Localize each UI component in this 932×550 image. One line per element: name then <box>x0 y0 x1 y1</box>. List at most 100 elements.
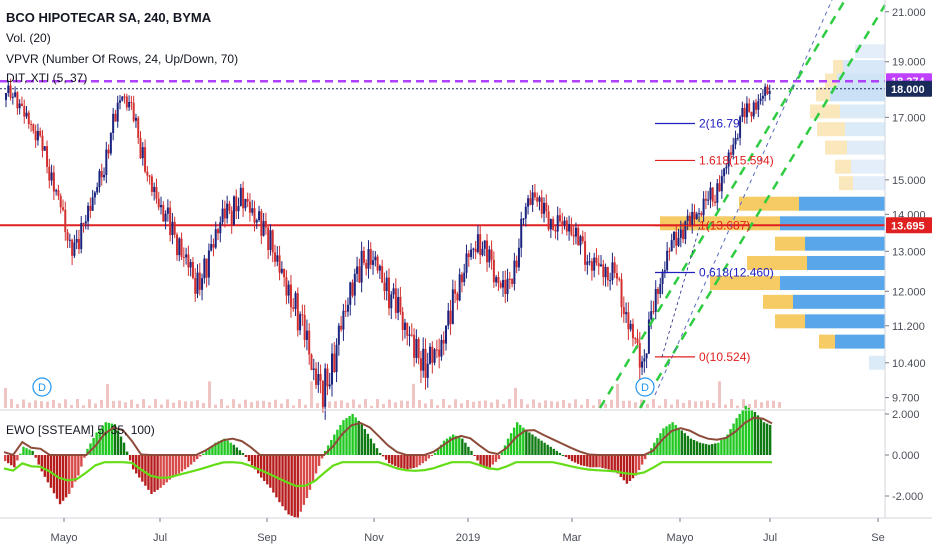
ewo-histogram-bar <box>189 455 193 465</box>
candle-body <box>27 112 30 125</box>
ewo-histogram-bar <box>232 444 235 455</box>
profile-up-bar <box>851 159 885 174</box>
candle-body <box>344 310 347 312</box>
volume-bar <box>364 399 367 408</box>
ewo-histogram-bar <box>4 455 7 462</box>
candle-body <box>435 349 438 351</box>
volume-bar <box>316 403 319 408</box>
volume-bar <box>376 399 379 408</box>
ewo-histogram-bar <box>765 423 769 455</box>
ewo-histogram-bar <box>415 455 418 468</box>
candle-body <box>9 85 12 98</box>
volume-bar <box>148 405 151 408</box>
ewo-histogram-bar <box>421 455 424 464</box>
price-axis-tick-label: 19.000 <box>892 57 926 69</box>
candle-body <box>517 247 520 268</box>
volume-bar <box>184 401 187 408</box>
candle-body <box>625 312 628 315</box>
ewo-histogram-bar <box>720 439 723 455</box>
candle-body <box>246 198 249 202</box>
ewo-histogram-bar <box>561 455 565 456</box>
volume-bar <box>124 402 127 408</box>
candle-body <box>467 253 470 258</box>
candle-body <box>558 215 561 222</box>
candle-body <box>287 284 290 296</box>
ewo-histogram-bar <box>89 443 92 455</box>
candle-body <box>654 289 657 312</box>
candle-body <box>531 192 534 205</box>
volume-bar <box>748 403 751 408</box>
ewo-histogram-bar <box>531 434 534 455</box>
price-axis-tick-label: 13.000 <box>892 246 926 258</box>
ewo-histogram-bar <box>43 455 47 477</box>
profile-down-bar <box>825 140 847 155</box>
candle-body <box>285 277 288 296</box>
time-axis-tick-label: Mayo <box>51 532 78 544</box>
ewo-histogram-bar <box>256 455 260 474</box>
candle-body <box>274 252 277 262</box>
volume-bar <box>574 399 577 408</box>
volume-bar <box>400 400 403 408</box>
candle-body <box>479 234 482 256</box>
price-axis-tick-label: 21.000 <box>892 7 926 19</box>
volume-bar <box>544 400 547 408</box>
candle-body <box>556 215 559 232</box>
ewo-histogram-bar <box>686 435 690 455</box>
volume-bar <box>82 405 85 408</box>
ewo-histogram-bar <box>704 444 708 455</box>
ewo-histogram-bar <box>482 455 485 466</box>
candle-body <box>691 211 694 225</box>
volume-bar <box>352 399 355 408</box>
profile-down-bar <box>763 294 793 309</box>
volume-bar <box>652 399 655 408</box>
candle-body <box>14 92 17 97</box>
ewo-histogram-bar <box>668 424 671 455</box>
ewo-histogram-bar <box>680 430 683 455</box>
ewo-panel <box>3 405 773 519</box>
candle-body <box>337 325 340 345</box>
price-tag-box <box>886 80 932 97</box>
price-tag-label: 13.695 <box>891 220 925 232</box>
ewo-histogram-bar <box>744 405 747 455</box>
volume-bar <box>358 404 361 408</box>
ewo-histogram-bar <box>391 455 394 465</box>
candle-body <box>212 244 215 248</box>
ewo-histogram-bar <box>336 429 339 455</box>
candle-body <box>663 270 666 272</box>
volume-bar <box>724 404 727 408</box>
ewo-histogram-bar <box>607 455 610 470</box>
ewo-histogram-bar <box>549 446 552 455</box>
ewo-histogram-bar <box>135 455 138 474</box>
candle-body <box>230 210 233 225</box>
time-axis-tick-label: Jul <box>763 532 777 544</box>
profile-up-bar <box>840 104 885 119</box>
candle-body <box>636 338 639 344</box>
candle-body <box>641 361 644 368</box>
ewo-histogram-bar <box>625 455 629 484</box>
volume-bar <box>232 399 235 408</box>
candle-body <box>504 279 507 295</box>
candle-body <box>335 344 338 373</box>
candle-body <box>702 198 705 216</box>
ewo-histogram-bar <box>692 439 696 455</box>
volume-bar <box>766 400 769 408</box>
candle-body <box>707 199 710 201</box>
ewo-histogram-bar <box>314 455 318 474</box>
ewo-histogram-bar <box>400 455 403 468</box>
ewo-histogram-bar <box>159 455 162 488</box>
candle-body <box>675 231 678 246</box>
candle-body <box>581 236 584 242</box>
volume-bar <box>244 399 247 408</box>
volume-bar <box>172 402 175 408</box>
ewo-histogram-bar <box>138 455 141 478</box>
candle-body <box>595 257 598 264</box>
candle-body <box>283 268 286 278</box>
ewo-histogram-bar <box>46 455 50 483</box>
volume-bar <box>562 400 565 408</box>
ewo-histogram-bar <box>698 442 702 455</box>
candle-body <box>292 307 295 309</box>
ewo-histogram-bar <box>34 455 37 458</box>
volume-bar <box>34 400 37 408</box>
ewo-histogram-bar <box>461 438 464 455</box>
